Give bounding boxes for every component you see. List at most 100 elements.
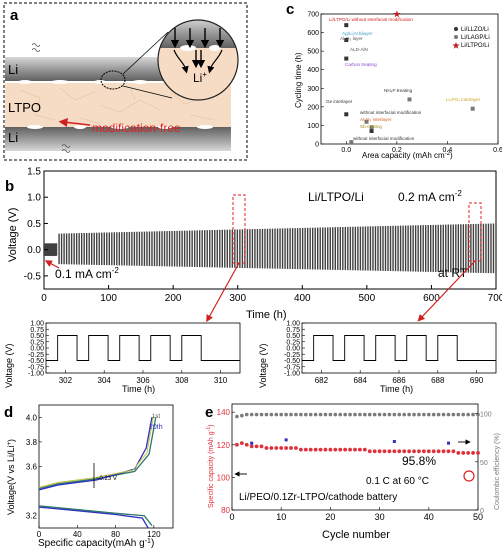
- data-point: [364, 119, 369, 124]
- tick-label: 600: [307, 30, 319, 37]
- capacity-point: [382, 449, 387, 454]
- capacity-point: [328, 447, 333, 452]
- efficiency-point: [353, 412, 357, 417]
- efficiency-point: [264, 412, 269, 417]
- tick-label: 0: [229, 512, 234, 522]
- tick-label: 80: [111, 530, 120, 539]
- efficiency-point: [313, 412, 318, 417]
- tick-label: 308: [175, 376, 189, 385]
- panel-d-ylabel: Voltage(V vs Li/Li+): [6, 439, 16, 515]
- tick-label: 200: [307, 104, 319, 111]
- capacity-point: [289, 446, 293, 450]
- panel-a-border: [3, 2, 248, 161]
- efficiency-point: [328, 412, 333, 417]
- legend-marker: [454, 35, 458, 39]
- li-plus-label: Li+: [193, 70, 207, 85]
- tick-label: 0: [315, 142, 319, 149]
- panel-e-points: [235, 412, 480, 455]
- zoom-inset-2-trace: [302, 335, 496, 361]
- panel-c-legend: Li/LLZO/Li Li/LAGP/Li Li/LTPO/Li: [452, 27, 490, 49]
- tick-label: 0.75: [286, 327, 300, 334]
- zoom-inset-1-yticks: -1.00-0.75-0.50-0.250.000.250.500.751.00: [28, 321, 49, 378]
- capacity-point: [417, 449, 421, 454]
- tick-label: 20: [325, 512, 335, 522]
- tick-label: 0.00: [286, 346, 300, 353]
- tick-label: 686: [392, 376, 406, 385]
- capacity-point: [372, 449, 377, 454]
- capacity-point: [441, 449, 446, 454]
- efficiency-point: [338, 412, 343, 417]
- panel-b-legend: Li/LTPO/Li: [308, 190, 364, 204]
- retention-circle: [463, 470, 475, 482]
- annotation: Al₂O₃ layer: [340, 36, 363, 41]
- curve-charge: [38, 417, 153, 491]
- efficiency-point: [363, 412, 367, 417]
- efficiency-point: [323, 412, 328, 417]
- efficiency-point: [397, 412, 402, 417]
- zoom-ellipse: [100, 70, 126, 90]
- efficiency-point: [446, 412, 451, 417]
- data-point: [344, 23, 349, 28]
- tick-label: 0.25: [286, 339, 300, 346]
- legend-label: Li/LTPO/Li: [461, 43, 489, 49]
- panel-c-xticks: 0.0 0.2 0.4 0.6: [341, 141, 502, 154]
- tick-label: 300: [307, 86, 319, 93]
- current-high-label: 0.2 mA cm-2: [398, 189, 462, 204]
- efficiency-point: [259, 412, 264, 417]
- efficiency-point: [343, 412, 347, 417]
- polarization-label: ~0.23 V: [96, 476, 117, 482]
- current-low-label: 0.1 mA cm-2: [55, 266, 119, 281]
- capacity-point: [244, 442, 249, 447]
- panel-e-yticks-right: 0 50 100: [475, 412, 492, 515]
- zoom-inset-2-xlabel: Time (h): [380, 384, 413, 394]
- tick-label: 1.5: [27, 167, 41, 178]
- capacity-point: [269, 446, 274, 450]
- tick-label: 0.0: [27, 245, 41, 256]
- square-wave: [302, 335, 496, 361]
- panel-c-xlabel: Area capacity (mAh cm-2): [362, 151, 453, 160]
- efficiency-point: [254, 412, 259, 417]
- efficiency-point: [471, 412, 475, 417]
- tick-label: 700: [488, 293, 502, 304]
- capacity-point: [446, 449, 451, 454]
- zoom-line: [122, 31, 169, 75]
- capacity-point: [431, 449, 436, 454]
- tick-label: 500: [359, 293, 376, 304]
- tick-label: -0.75: [284, 364, 300, 371]
- data-point: [470, 106, 475, 111]
- data-point: [369, 129, 374, 133]
- capacity-point: [259, 444, 264, 449]
- label-20th: 20th: [149, 424, 163, 431]
- efficiency-point: [289, 412, 293, 417]
- panel-c-ylabel: Cycling time (h): [294, 52, 303, 108]
- zoom-inset-1-trace: [46, 335, 240, 361]
- tick-label: 120: [217, 441, 231, 450]
- tick-label: 700: [307, 12, 319, 19]
- tick-label: 300: [229, 293, 246, 304]
- efficiency-point: [392, 412, 397, 417]
- efficiency-point: [466, 412, 470, 417]
- tick-label: 0: [37, 530, 42, 539]
- capacity-point: [279, 446, 284, 450]
- panel-c: c 0 100 200 300 400 500 600 700 0.0 0.2 0.4 0.6 Cy…: [286, 1, 502, 160]
- capacity-point: [362, 447, 367, 452]
- tick-label: 3.2: [26, 512, 38, 521]
- data-point: [349, 140, 354, 145]
- zoom-inset-2-ylabel: Voltage (V): [258, 343, 268, 388]
- efficiency-point: [304, 412, 308, 417]
- capacity-outlier: [446, 441, 450, 445]
- efficiency-point: [451, 412, 456, 417]
- panel-c-letter: c: [286, 1, 294, 18]
- capacity-point: [407, 449, 412, 454]
- capacity-point: [313, 447, 318, 452]
- data-point: [407, 97, 412, 102]
- legend-label: Li/LLZO/Li: [461, 27, 489, 33]
- data-point-star: [393, 10, 401, 18]
- capacity-point: [323, 447, 328, 452]
- efficiency-point: [333, 412, 338, 417]
- capacity-point: [367, 449, 372, 454]
- capacity-point: [426, 449, 431, 454]
- tick-label: 100: [100, 293, 117, 304]
- tick-label: -1.00: [284, 371, 300, 378]
- data-point: [344, 112, 349, 117]
